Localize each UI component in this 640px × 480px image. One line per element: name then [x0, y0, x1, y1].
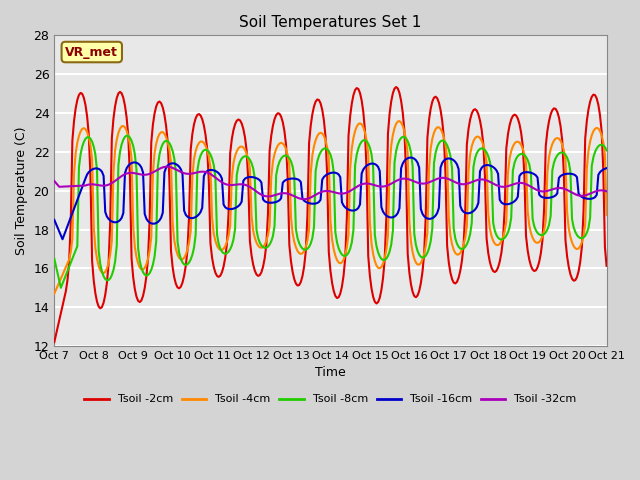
Tsoil -2cm — [62, 288, 70, 294]
Line: Tsoil -32cm: Tsoil -32cm — [54, 167, 607, 199]
Text: VR_met: VR_met — [65, 46, 118, 59]
Tsoil -8cm — [493, 232, 500, 238]
Tsoil -16cm — [223, 205, 230, 211]
Tsoil -32cm — [62, 183, 70, 189]
Tsoil -32cm — [223, 181, 230, 187]
Tsoil -4cm — [51, 291, 58, 297]
Tsoil -16cm — [51, 217, 58, 223]
Line: Tsoil -2cm: Tsoil -2cm — [54, 87, 607, 342]
Y-axis label: Soil Temperature (C): Soil Temperature (C) — [15, 126, 28, 255]
Tsoil -32cm — [358, 181, 365, 187]
Tsoil -8cm — [51, 256, 58, 262]
Tsoil -8cm — [474, 147, 482, 153]
Tsoil -2cm — [221, 255, 229, 261]
Tsoil -2cm — [392, 84, 400, 90]
Tsoil -4cm — [62, 264, 70, 270]
Tsoil -8cm — [486, 159, 493, 165]
Tsoil -32cm — [164, 164, 172, 169]
Tsoil -8cm — [358, 139, 365, 144]
Tsoil -8cm — [603, 147, 611, 153]
Tsoil -4cm — [355, 121, 362, 127]
Tsoil -16cm — [486, 163, 493, 168]
Tsoil -16cm — [356, 202, 364, 207]
Tsoil -8cm — [57, 285, 65, 291]
Tsoil -16cm — [63, 223, 71, 229]
Tsoil -32cm — [300, 196, 308, 202]
Tsoil -32cm — [493, 182, 500, 188]
Tsoil -32cm — [486, 179, 493, 185]
Tsoil -8cm — [225, 249, 232, 255]
Title: Soil Temperatures Set 1: Soil Temperatures Set 1 — [239, 15, 422, 30]
X-axis label: Time: Time — [315, 366, 346, 380]
Tsoil -4cm — [484, 210, 492, 216]
Tsoil -4cm — [491, 241, 499, 247]
Tsoil -32cm — [603, 189, 611, 194]
Tsoil -32cm — [51, 178, 58, 184]
Tsoil -16cm — [493, 168, 500, 173]
Tsoil -4cm — [396, 118, 403, 124]
Line: Tsoil -8cm: Tsoil -8cm — [54, 136, 607, 288]
Tsoil -16cm — [474, 200, 482, 206]
Tsoil -2cm — [355, 86, 362, 92]
Tsoil -2cm — [491, 269, 499, 275]
Tsoil -16cm — [59, 236, 67, 242]
Tsoil -16cm — [603, 165, 611, 171]
Tsoil -8cm — [63, 268, 71, 274]
Tsoil -2cm — [603, 263, 611, 269]
Legend: Tsoil -2cm, Tsoil -4cm, Tsoil -8cm, Tsoil -16cm, Tsoil -32cm: Tsoil -2cm, Tsoil -4cm, Tsoil -8cm, Tsoi… — [80, 390, 581, 409]
Tsoil -2cm — [473, 108, 481, 113]
Tsoil -32cm — [474, 177, 482, 183]
Tsoil -2cm — [484, 250, 492, 256]
Tsoil -8cm — [123, 133, 131, 139]
Tsoil -2cm — [51, 339, 58, 345]
Line: Tsoil -4cm: Tsoil -4cm — [54, 121, 607, 294]
Tsoil -4cm — [603, 212, 611, 218]
Tsoil -16cm — [407, 155, 415, 160]
Line: Tsoil -16cm: Tsoil -16cm — [54, 157, 607, 239]
Tsoil -4cm — [221, 243, 229, 249]
Tsoil -4cm — [473, 134, 481, 140]
